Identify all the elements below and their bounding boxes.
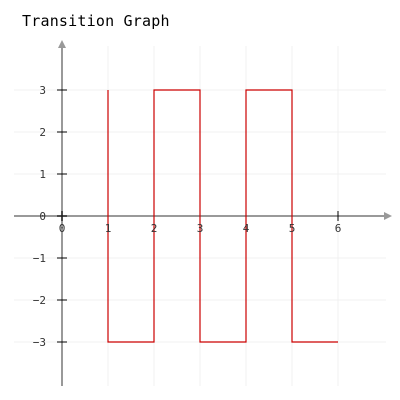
y-tick-label: 3 bbox=[39, 84, 46, 97]
x-tick-label: 4 bbox=[243, 222, 250, 235]
x-tick-label: 6 bbox=[335, 222, 342, 235]
x-tick-label: 0 bbox=[59, 222, 66, 235]
y-axis-arrow bbox=[58, 40, 66, 48]
y-tick-label: 1 bbox=[39, 168, 46, 181]
y-tick-label: −3 bbox=[33, 336, 46, 349]
x-tick-label: 1 bbox=[105, 222, 112, 235]
y-tick-label: −2 bbox=[33, 294, 46, 307]
x-axis-arrow bbox=[384, 212, 392, 220]
series-layer bbox=[107, 89, 338, 343]
chart-title: Transition Graph bbox=[22, 12, 170, 30]
y-tick-label: −1 bbox=[33, 252, 46, 265]
series-line bbox=[107, 89, 338, 343]
axis-layer bbox=[14, 40, 392, 386]
x-tick-label: 3 bbox=[197, 222, 204, 235]
x-tick-label: 5 bbox=[289, 222, 296, 235]
y-tick-label: 0 bbox=[39, 210, 46, 223]
x-tick-label: 2 bbox=[151, 222, 158, 235]
y-tick-label: 2 bbox=[39, 126, 46, 139]
label-layer: 0 1 2 3 4 5 6 3 2 1 0 −1 −2 −3 bbox=[33, 84, 342, 349]
